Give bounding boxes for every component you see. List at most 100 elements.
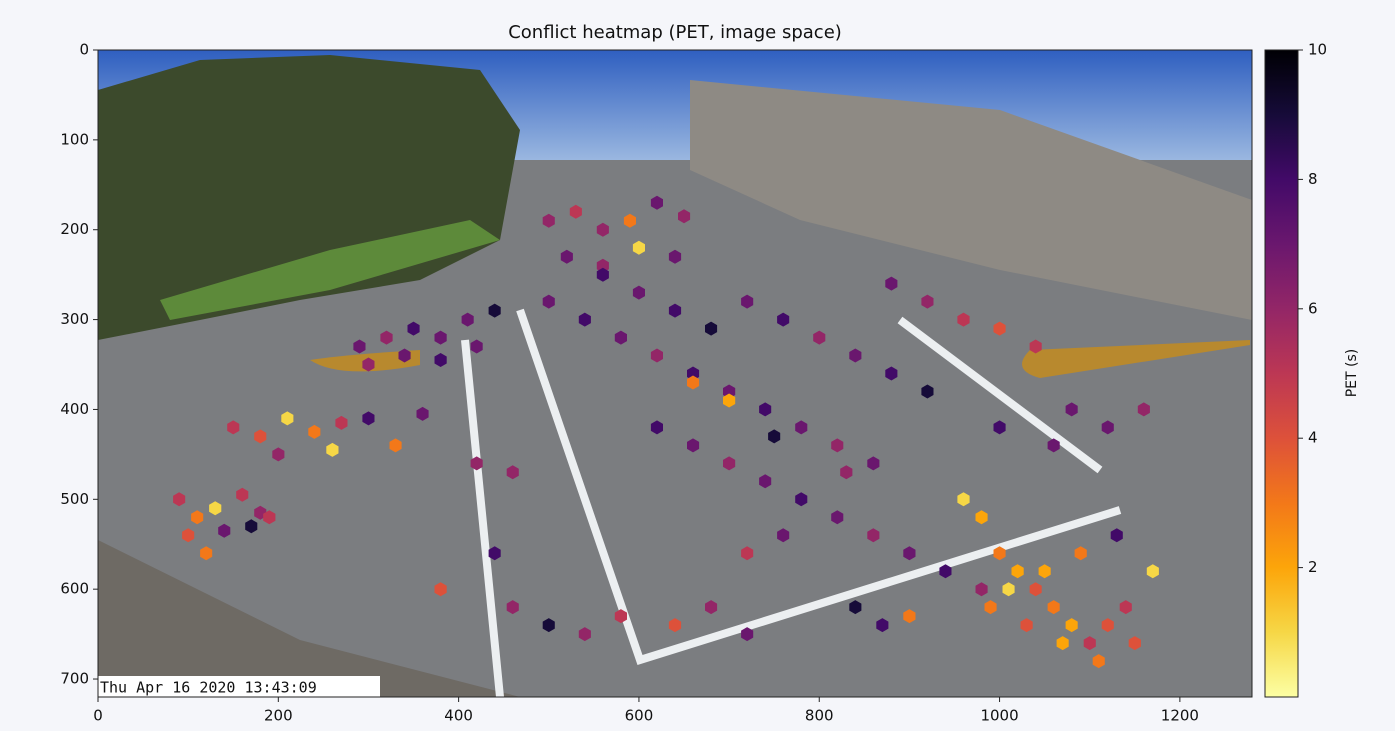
hex-bin (1047, 600, 1060, 615)
median (1022, 340, 1250, 378)
hex-bin (434, 582, 447, 597)
colorbar-tick-label: 4 (1308, 429, 1318, 447)
hex-bin (416, 406, 429, 421)
x-tick-label: 400 (444, 707, 473, 725)
hex-bin (1020, 618, 1033, 633)
x-tick-label: 1000 (980, 707, 1018, 725)
hex-bin (993, 321, 1006, 336)
hex-bin (939, 564, 952, 579)
hex-bin (434, 353, 447, 367)
hex-bin (542, 294, 555, 309)
hex-bin (687, 438, 700, 453)
hexbin-layer (173, 195, 1159, 669)
hex-bin (173, 492, 186, 507)
colorbar (1264, 49, 1299, 698)
hex-bin (614, 330, 627, 345)
grass (160, 220, 500, 320)
hex-bin (759, 474, 772, 489)
hex-bin (957, 312, 970, 327)
hex-bin (885, 276, 898, 291)
hex-bin (723, 393, 736, 408)
hex-bin (723, 456, 736, 471)
hex-bin (182, 528, 195, 543)
hex-bin (236, 487, 249, 502)
y-tick-label: 600 (60, 580, 89, 598)
buildings (690, 80, 1252, 320)
hex-bin (687, 375, 700, 390)
hex-bin (1074, 546, 1087, 561)
hex-bin (741, 627, 754, 642)
hex-bin (227, 420, 240, 435)
y-tick-label: 300 (60, 310, 89, 328)
hex-bin (542, 213, 555, 228)
hex-bin (831, 438, 844, 453)
hex-bin (632, 240, 645, 255)
annotation-box (98, 676, 380, 697)
hex-bin (705, 321, 718, 336)
hex-bin (687, 366, 700, 381)
hex-bin (209, 501, 222, 516)
hex-bin (650, 420, 663, 435)
hex-bin (632, 285, 645, 300)
hex-bin (1083, 636, 1096, 651)
hex-bin (1119, 600, 1132, 615)
hex-bin (849, 348, 862, 363)
lane-lines (461, 308, 1122, 697)
hex-bin (795, 420, 808, 435)
y-tick-label: 400 (60, 400, 89, 418)
hex-bin (578, 627, 591, 642)
photo (98, 50, 1252, 697)
hex-bin (560, 249, 573, 264)
hex-bin (741, 546, 754, 561)
plot-frame (97, 49, 1253, 698)
y-tick-label: 200 (60, 220, 89, 238)
hex-bin (281, 411, 294, 426)
hex-bin (380, 330, 393, 345)
hex-bin (398, 348, 411, 363)
hex-bin (200, 546, 213, 561)
y-tick-label: 700 (60, 670, 89, 688)
hex-bin (777, 312, 790, 327)
hex-bin (326, 442, 339, 457)
hex-bin (389, 438, 402, 453)
y-tick-label: 100 (60, 130, 89, 148)
colorbar-label: PET (s) (1344, 349, 1360, 398)
x-tick-label: 1200 (1161, 707, 1199, 725)
hex-bin (245, 519, 258, 534)
hex-bin (1146, 564, 1159, 579)
hex-bin (434, 330, 447, 345)
hex-bin (596, 258, 609, 273)
hex-bin (470, 456, 483, 471)
x-tick-label: 200 (264, 707, 293, 725)
hex-bin (993, 546, 1006, 561)
hex-bin (957, 492, 970, 507)
hex-bin (903, 609, 916, 624)
hex-bin (867, 528, 880, 543)
hex-bin (1101, 618, 1114, 633)
x-tick-label: 600 (625, 707, 654, 725)
hex-bin (795, 492, 808, 507)
hex-bin (650, 195, 663, 210)
colorbar-tick-label: 6 (1308, 299, 1318, 317)
hex-bin (542, 618, 555, 633)
hex-bin (668, 249, 682, 264)
hex-bin (1011, 564, 1024, 579)
hex-bin (903, 546, 916, 561)
hex-bin (335, 415, 348, 430)
hex-bin (1128, 636, 1141, 651)
chart-title: Conflict heatmap (PET, image space) (508, 22, 842, 43)
y-tick-label: 500 (60, 490, 89, 508)
hex-bin (678, 209, 691, 224)
hex-bin (1065, 402, 1078, 417)
hex-bin (1047, 438, 1060, 453)
hex-bin (218, 523, 231, 538)
hex-bin (596, 222, 609, 237)
hex-bin (407, 321, 420, 336)
hex-bin (362, 411, 375, 426)
hex-bin (263, 510, 276, 525)
hex-bin (831, 510, 844, 525)
hex-bin (759, 402, 772, 417)
hex-bin (876, 618, 889, 633)
x-tick-label: 0 (93, 707, 103, 725)
annotation: Thu Apr 16 2020 13:43:09 (100, 679, 317, 697)
